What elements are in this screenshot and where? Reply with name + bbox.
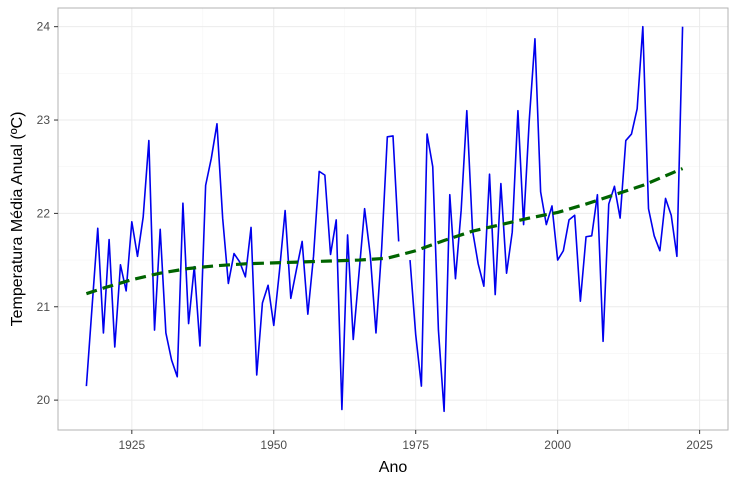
- series-layer: [85, 25, 684, 413]
- x-tick-label: 1950: [260, 438, 287, 452]
- x-axis-ticks: 1925 1950 1975 2000 2025: [118, 430, 713, 452]
- x-tick-label: 1925: [118, 438, 145, 452]
- y-axis-ticks: 20 21 22 23 24: [37, 20, 58, 407]
- y-tick-label: 24: [37, 20, 51, 34]
- y-axis-title: Temperatura Média Anual (ºC): [9, 112, 26, 327]
- x-tick-label: 2000: [544, 438, 571, 452]
- x-tick-label: 2025: [686, 438, 713, 452]
- temperature-line: [85, 25, 684, 413]
- y-tick-label: 21: [37, 300, 51, 314]
- y-tick-label: 23: [37, 113, 51, 127]
- grid-major: [58, 8, 728, 430]
- panel-border: [57, 7, 729, 431]
- x-axis-title: Ano: [379, 459, 408, 476]
- y-tick-label: 20: [37, 393, 51, 407]
- trend-line: [85, 167, 684, 296]
- x-tick-label: 1975: [402, 438, 429, 452]
- y-tick-label: 22: [37, 206, 51, 220]
